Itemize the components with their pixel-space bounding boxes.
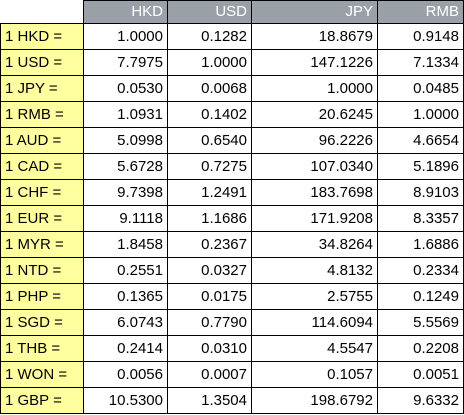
rate-cell: 0.0327 [167,257,252,284]
rate-cell: 5.0998 [83,127,168,154]
table-row: 1 CHF = 9.7398 1.2491 183.7698 8.9103 [0,179,464,206]
rate-cell: 198.6792 [251,387,378,414]
row-label-cell: 1 EUR = [0,205,84,232]
table-row: 1 MYR = 1.8458 0.2367 34.8264 1.6886 [0,231,464,258]
table-row: 1 AUD = 5.0998 0.6540 96.2226 4.6654 [0,127,464,154]
rate-cell: 1.6886 [377,231,464,258]
rate-cell: 5.1896 [377,153,464,180]
row-label-cell: 1 PHP = [0,283,84,310]
rate-cell: 18.8679 [251,23,378,50]
rate-cell: 147.1226 [251,49,378,76]
rate-cell: 1.0931 [83,101,168,128]
rate-cell: 2.5755 [251,283,378,310]
column-header-rmb: RMB [377,0,464,24]
rate-cell: 5.5569 [377,309,464,336]
rate-cell: 0.0530 [83,75,168,102]
row-label-cell: 1 WON = [0,361,84,388]
rate-cell: 34.8264 [251,231,378,258]
table-row: 1 THB = 0.2414 0.0310 4.5547 0.2208 [0,335,464,362]
rate-cell: 183.7698 [251,179,378,206]
rate-cell: 0.6540 [167,127,252,154]
table-row: 1 RMB = 1.0931 0.1402 20.6245 1.0000 [0,101,464,128]
rate-cell: 1.1686 [167,205,252,232]
rate-cell: 9.1118 [83,205,168,232]
rate-cell: 0.0051 [377,361,464,388]
table-row: 1 PHP = 0.1365 0.0175 2.5755 0.1249 [0,283,464,310]
row-label-cell: 1 MYR = [0,231,84,258]
row-label-cell: 1 CAD = [0,153,84,180]
rate-cell: 0.1402 [167,101,252,128]
rate-cell: 4.5547 [251,335,378,362]
rate-cell: 0.1365 [83,283,168,310]
rate-cell: 1.0000 [377,101,464,128]
rate-cell: 1.0000 [83,23,168,50]
row-label-cell: 1 THB = [0,335,84,362]
column-header-jpy: JPY [251,0,378,24]
rate-cell: 1.2491 [167,179,252,206]
row-label-cell: 1 CHF = [0,179,84,206]
rate-cell: 0.0068 [167,75,252,102]
rate-cell: 6.0743 [83,309,168,336]
rate-cell: 0.2414 [83,335,168,362]
row-label-cell: 1 HKD = [0,23,84,50]
rate-cell: 5.6728 [83,153,168,180]
rate-cell: 0.7790 [167,309,252,336]
rate-cell: 4.6654 [377,127,464,154]
rate-cell: 107.0340 [251,153,378,180]
rate-cell: 20.6245 [251,101,378,128]
column-header-usd: USD [167,0,252,24]
header-row: HKD USD JPY RMB [0,0,464,24]
rate-cell: 0.1282 [167,23,252,50]
rate-cell: 7.1334 [377,49,464,76]
rate-cell: 9.6332 [377,387,464,414]
row-label-cell: 1 JPY = [0,75,84,102]
rate-cell: 8.3357 [377,205,464,232]
rate-cell: 7.7975 [83,49,168,76]
rate-cell: 96.2226 [251,127,378,154]
row-label-cell: 1 AUD = [0,127,84,154]
rate-cell: 10.5300 [83,387,168,414]
table-body: 1 HKD = 1.0000 0.1282 18.8679 0.9148 1 USD = 7… [0,23,464,414]
table-row: 1 WON = 0.0056 0.0007 0.1057 0.0051 [0,361,464,388]
rate-cell: 8.9103 [377,179,464,206]
table-row: 1 EUR = 9.1118 1.1686 171.9208 8.3357 [0,205,464,232]
corner-cell [0,0,84,24]
rate-cell: 0.0310 [167,335,252,362]
rate-cell: 0.2208 [377,335,464,362]
row-label-cell: 1 GBP = [0,387,84,414]
rate-cell: 9.7398 [83,179,168,206]
rate-cell: 0.0485 [377,75,464,102]
rate-cell: 0.1249 [377,283,464,310]
rate-cell: 1.0000 [251,75,378,102]
row-label-cell: 1 RMB = [0,101,84,128]
rate-cell: 1.0000 [167,49,252,76]
rate-cell: 0.2367 [167,231,252,258]
table-row: 1 NTD = 0.2551 0.0327 4.8132 0.2334 [0,257,464,284]
row-label-cell: 1 SGD = [0,309,84,336]
table-row: 1 USD = 7.7975 1.0000 147.1226 7.1334 [0,49,464,76]
rate-cell: 0.7275 [167,153,252,180]
rate-cell: 0.9148 [377,23,464,50]
rate-cell: 0.2551 [83,257,168,284]
rate-cell: 4.8132 [251,257,378,284]
table-row: 1 GBP = 10.5300 1.3504 198.6792 9.6332 [0,387,464,414]
rate-cell: 0.2334 [377,257,464,284]
row-label-cell: 1 NTD = [0,257,84,284]
table-row: 1 SGD = 6.0743 0.7790 114.6094 5.5569 [0,309,464,336]
table-row: 1 CAD = 5.6728 0.7275 107.0340 5.1896 [0,153,464,180]
table-row: 1 JPY = 0.0530 0.0068 1.0000 0.0485 [0,75,464,102]
row-label-cell: 1 USD = [0,49,84,76]
table-row: 1 HKD = 1.0000 0.1282 18.8679 0.9148 [0,23,464,50]
rate-cell: 0.1057 [251,361,378,388]
rate-cell: 171.9208 [251,205,378,232]
rate-cell: 114.6094 [251,309,378,336]
rate-cell: 0.0007 [167,361,252,388]
table-header: HKD USD JPY RMB [0,0,464,24]
rate-cell: 0.0175 [167,283,252,310]
column-header-hkd: HKD [83,0,168,24]
rate-cell: 0.0056 [83,361,168,388]
rate-cell: 1.3504 [167,387,252,414]
rate-cell: 1.8458 [83,231,168,258]
